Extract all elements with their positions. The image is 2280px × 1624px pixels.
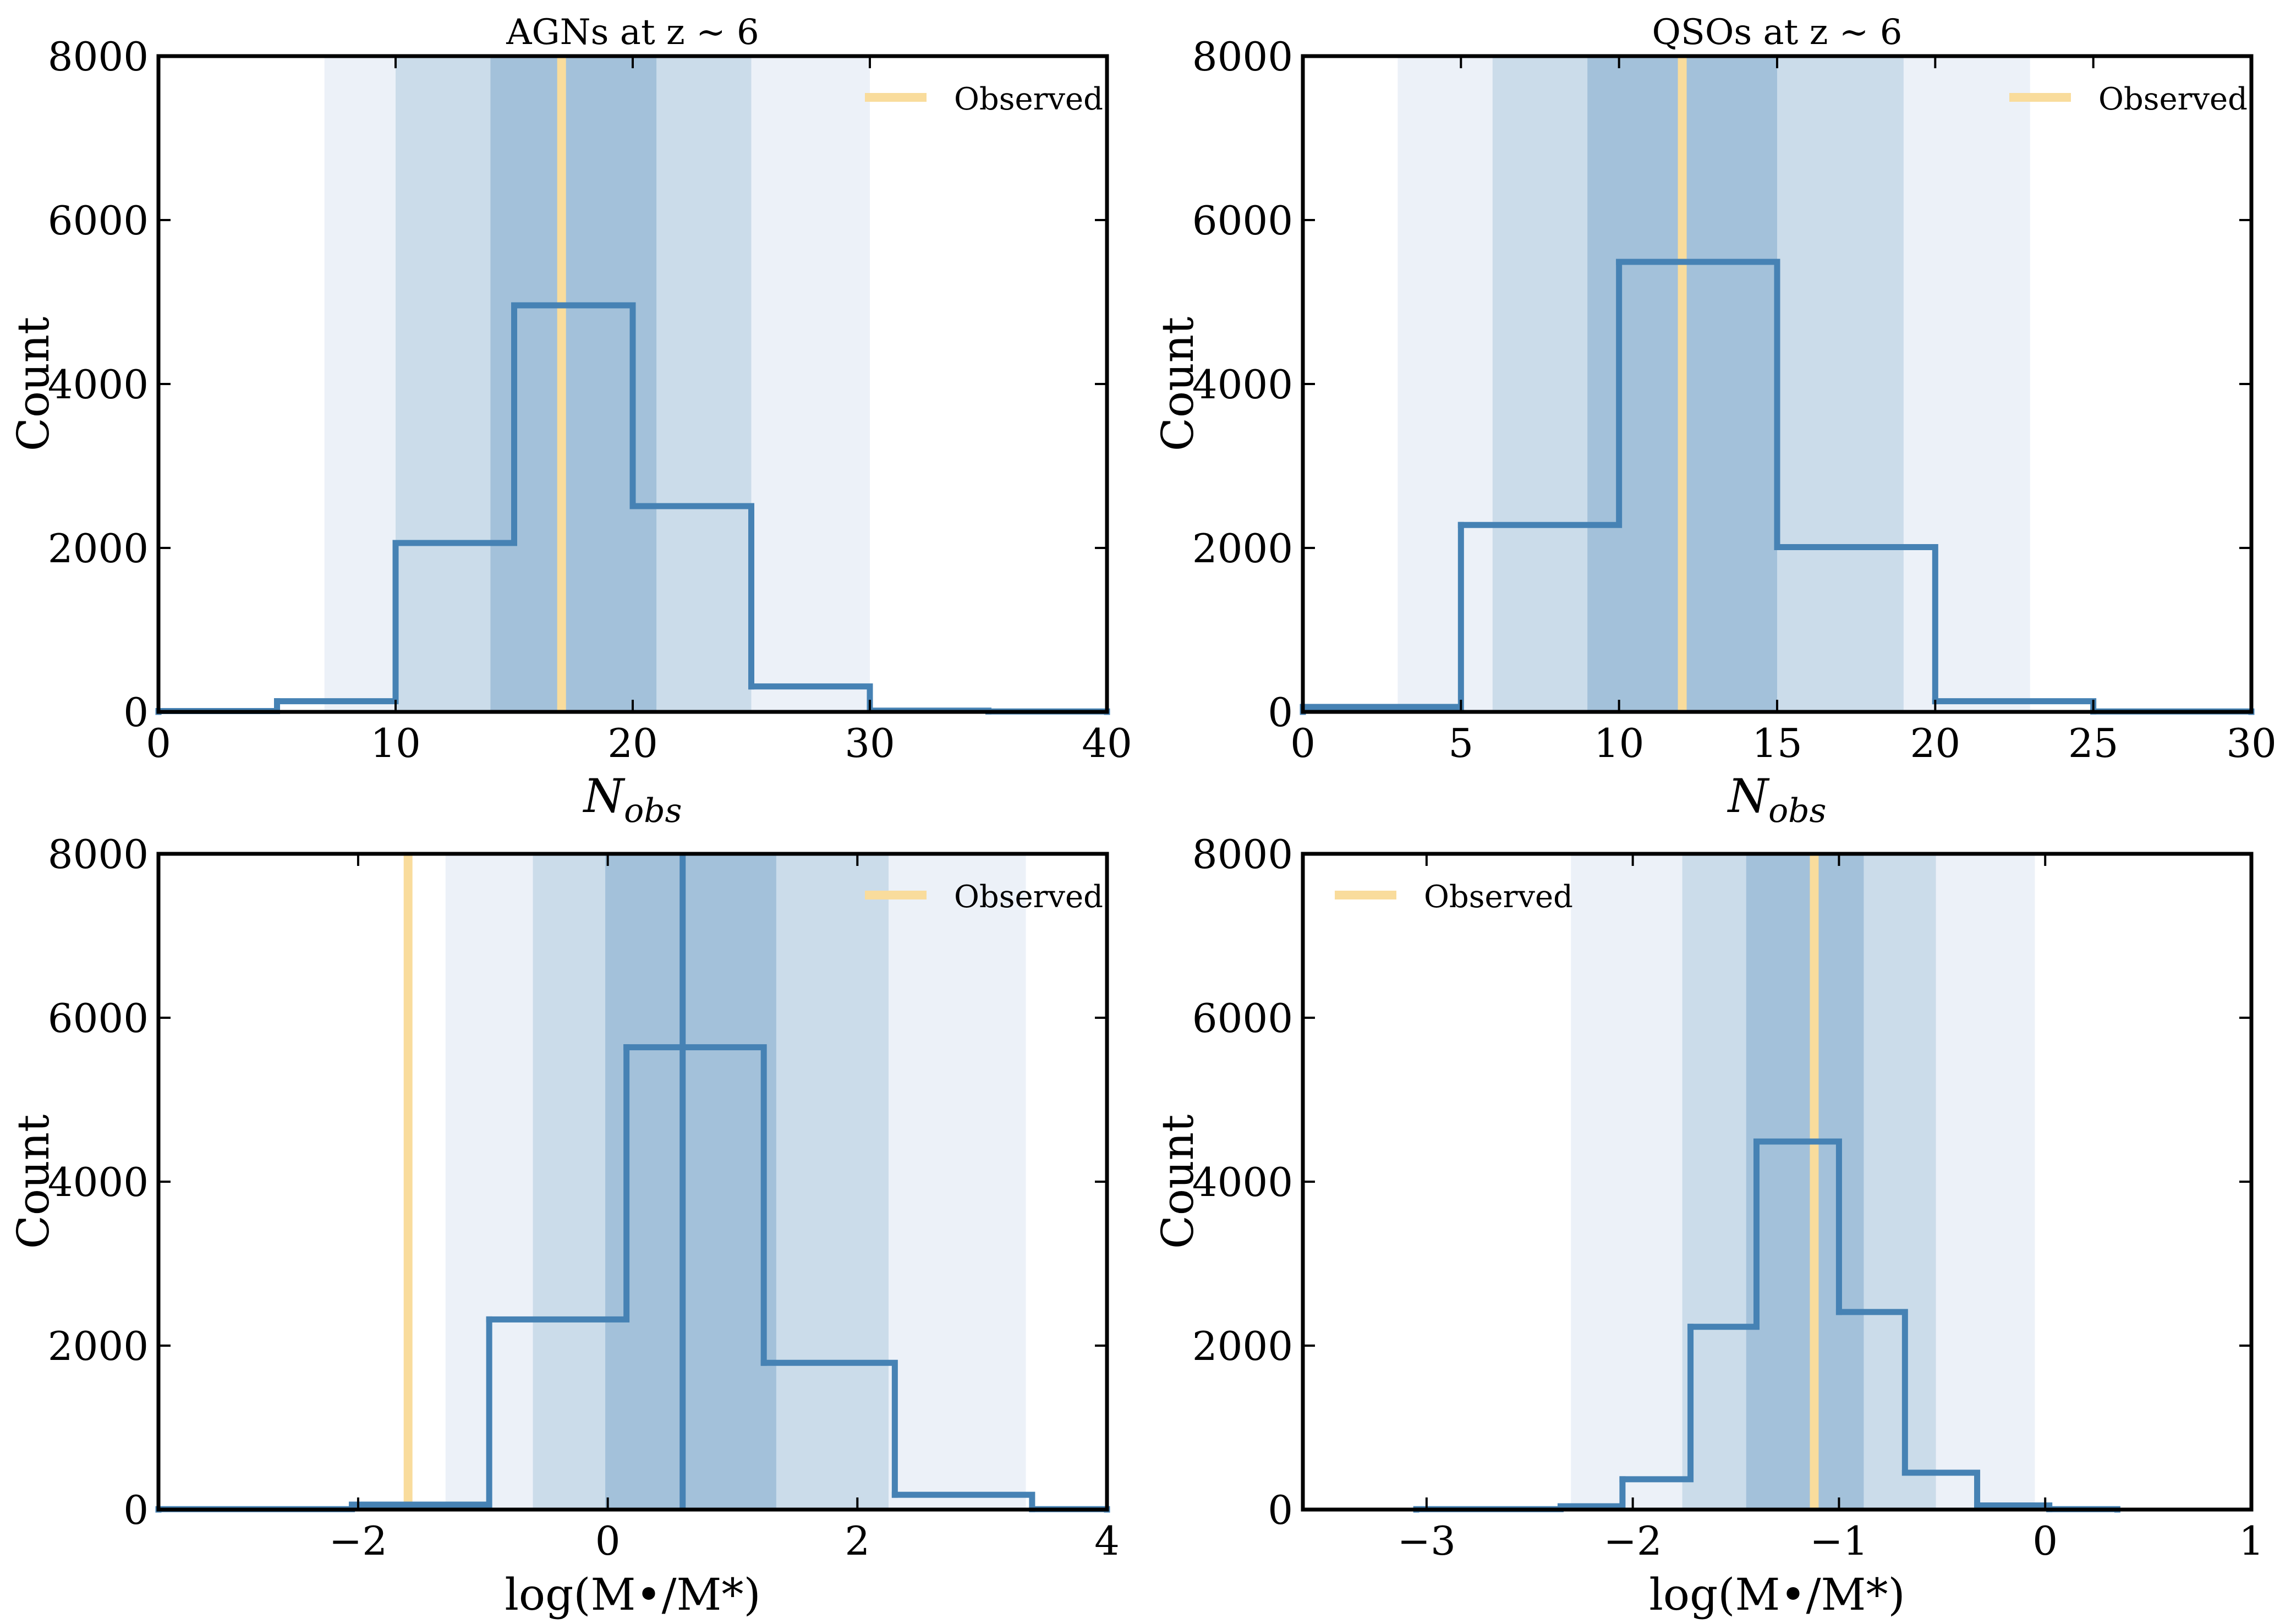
y-tick-label: 2000: [48, 525, 149, 572]
x-tick-label: 20: [607, 720, 658, 766]
x-axis-label-subscript: obs: [624, 792, 682, 830]
x-axis-label-subscript: obs: [1768, 792, 1826, 830]
y-tick-label: 8000: [48, 34, 149, 80]
histogram-bin: [1457, 259, 1623, 528]
histogram-bin: [349, 1316, 492, 1508]
y-tick-label: 4000: [1192, 1159, 1293, 1205]
x-tick-label: 20: [1910, 720, 1961, 766]
x-tick-label: 5: [1448, 720, 1473, 766]
panel-qso-mass-ratio: 0 2000 4000 6000 8000 −3 −2 −1 0 1 Count log(M•/M*)…: [1152, 831, 2264, 1620]
axes-frame: [1301, 54, 2254, 714]
y-tick-label: 0: [1268, 1487, 1293, 1533]
band-inner: [490, 56, 657, 712]
y-tick-label: 2000: [48, 1323, 149, 1369]
histogram-bin: [623, 1044, 767, 1366]
x-tick-label: 15: [1752, 720, 1802, 766]
x-axis-label: Nobs: [1727, 769, 1827, 830]
legend-label: Observed: [954, 879, 1103, 915]
x-axis-label: log(M•/M*): [1649, 1569, 1905, 1620]
histogram-bin: [1616, 259, 1780, 551]
legend-label: Observed: [954, 81, 1103, 117]
y-tick-label: 2000: [1192, 1323, 1293, 1369]
x-axis-label: log(M•/M*): [505, 1569, 760, 1620]
axes-frame: [1301, 852, 2254, 1512]
x-tick-label: −2: [329, 1518, 387, 1564]
y-tick-label: 8000: [48, 831, 149, 877]
x-axis-label-main: N: [1727, 769, 1770, 823]
x-tick-label: 10: [1594, 720, 1645, 766]
x-tick-label: 30: [845, 720, 895, 766]
x-tick-label: 0: [1290, 720, 1316, 766]
y-tick-label: 6000: [48, 995, 149, 1041]
histogram-bin: [1753, 1138, 1842, 1315]
histogram-bin: [1619, 1324, 1694, 1483]
y-axis-label: Count: [8, 317, 59, 452]
y-tick-label: 8000: [1192, 34, 1293, 80]
panel-agn-mass-ratio: 0 2000 4000 6000 8000 −2 0 2 4 Count log(M•/M*) Obs…: [8, 831, 1120, 1620]
x-tick-label: 0: [2032, 1518, 2058, 1564]
histogram-bin: [1774, 544, 1938, 705]
x-axis-label-main: N: [583, 769, 626, 823]
x-axis-label: Nobs: [583, 769, 682, 830]
legend-label: Observed: [2098, 81, 2248, 117]
histogram-bin: [1901, 1469, 1981, 1509]
histogram-bin: [760, 1359, 898, 1498]
x-tick-label: 30: [2226, 720, 2277, 766]
y-axis-label: Count: [8, 1115, 59, 1249]
chart-title: AGNs at z ∼ 6: [506, 12, 759, 53]
histogram-bin: [629, 503, 754, 690]
x-tick-label: 4: [1094, 1518, 1120, 1564]
y-tick-label: 6000: [48, 197, 149, 244]
x-tick-label: 2: [845, 1518, 870, 1564]
y-tick-label: 0: [1268, 689, 1293, 736]
legend-label: Observed: [1424, 879, 1573, 915]
y-tick-label: 4000: [1192, 361, 1293, 408]
histogram-bin: [1835, 1309, 1908, 1476]
y-tick-label: 6000: [1192, 197, 1293, 244]
legend: Observed: [2009, 81, 2248, 117]
panel-qso-nobs: 0 2000 4000 6000 8000 0 5 10 15 20 25 30 QSOs at z ∼…: [1152, 12, 2277, 830]
axes-frame: [156, 852, 1109, 1512]
legend: Observed: [865, 81, 1103, 117]
x-tick-label: −1: [1810, 1518, 1868, 1564]
y-tick-label: 0: [123, 1487, 149, 1533]
y-axis-label: Count: [1152, 317, 1203, 452]
x-tick-label: 10: [370, 720, 421, 766]
histogram-bin: [1557, 1476, 1626, 1510]
histogram-bin: [891, 1491, 1035, 1512]
histogram-bin: [392, 302, 517, 546]
x-tick-label: 0: [146, 720, 171, 766]
band-inner: [605, 854, 776, 1510]
axes-frame: [156, 54, 1109, 714]
x-tick-label: 25: [2068, 720, 2119, 766]
x-tick-label: −2: [1604, 1518, 1662, 1564]
chart-title: QSOs at z ∼ 6: [1652, 12, 1903, 53]
histogram-bin: [1687, 1138, 1760, 1330]
y-tick-label: 6000: [1192, 995, 1293, 1041]
x-tick-label: 1: [2239, 1518, 2264, 1564]
y-tick-label: 4000: [48, 1159, 149, 1205]
y-tick-label: 4000: [48, 361, 149, 408]
histogram-bin: [486, 1044, 630, 1323]
legend: Observed: [865, 879, 1103, 915]
histogram-bin: [511, 302, 636, 509]
panel-agn-nobs: 0 2000 4000 6000 8000 0 10 20 30 40 AGNs at z ∼ 6 C…: [8, 12, 1132, 830]
y-tick-label: 8000: [1192, 831, 1293, 877]
x-tick-label: 40: [1082, 720, 1132, 766]
y-tick-label: 2000: [1192, 525, 1293, 572]
y-axis-label: Count: [1152, 1115, 1203, 1249]
x-tick-label: 0: [595, 1518, 621, 1564]
y-tick-label: 0: [123, 689, 149, 736]
legend: Observed: [1335, 879, 1573, 915]
band-inner: [1746, 854, 1864, 1510]
x-tick-label: −3: [1397, 1518, 1456, 1564]
